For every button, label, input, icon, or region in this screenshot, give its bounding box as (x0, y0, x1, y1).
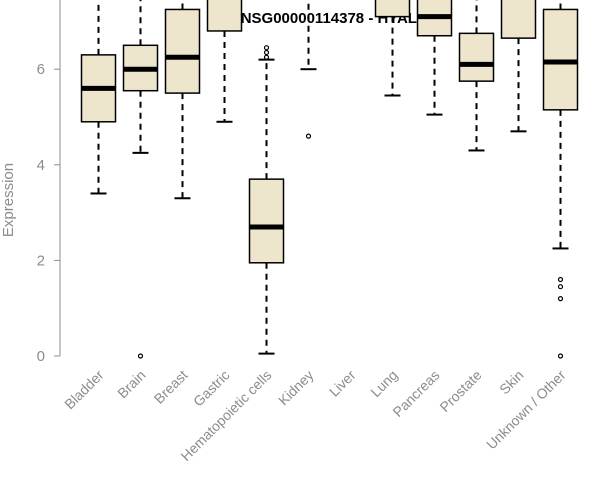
outlier-point (263, 49, 270, 56)
iqr-box (500, 0, 537, 39)
outlier-point (557, 296, 564, 302)
outlier-point (557, 284, 564, 290)
iqr-box (248, 178, 285, 264)
box-group (248, 45, 285, 355)
iqr-box (206, 0, 243, 32)
outlier-point (557, 353, 564, 359)
box-group (542, 0, 579, 359)
boxes (80, 0, 579, 359)
x-tick-label: Bladder (61, 367, 107, 413)
box-group (500, 0, 537, 133)
box-group (374, 0, 411, 97)
outlier-point (305, 133, 312, 139)
box-group (80, 0, 117, 195)
box-group (122, 0, 159, 359)
box-group (458, 0, 495, 152)
outlier-point (557, 276, 564, 283)
axes: 024681012 (37, 0, 61, 365)
x-tick-label: Skin (496, 367, 527, 398)
y-tick-label: 0 (37, 348, 45, 365)
iqr-box (164, 8, 201, 94)
x-tick-label: Prostate (436, 367, 484, 415)
x-tick-label: Liver (326, 367, 359, 400)
x-tick-label: Brain (114, 367, 148, 401)
box-group (164, 0, 201, 200)
x-tick-label: Kidney (275, 367, 317, 409)
x-tick-label: Unknown / Other (483, 367, 569, 453)
y-tick-label: 2 (37, 252, 45, 269)
y-tick-label: 4 (37, 157, 45, 174)
box-group (416, 0, 453, 116)
iqr-box (458, 32, 495, 82)
y-tick-label: 6 (37, 61, 45, 78)
outlier-point (263, 45, 270, 51)
x-tick-label: Pancreas (389, 367, 442, 420)
x-tick-label: Lung (367, 367, 400, 400)
iqr-box (374, 0, 411, 18)
outlier-point (137, 353, 144, 359)
box-group (206, 0, 243, 123)
y-axis-label: Expression (0, 163, 17, 237)
outlier-point (263, 54, 270, 60)
box-group (300, 0, 317, 139)
x-tick-label: Breast (151, 367, 191, 407)
